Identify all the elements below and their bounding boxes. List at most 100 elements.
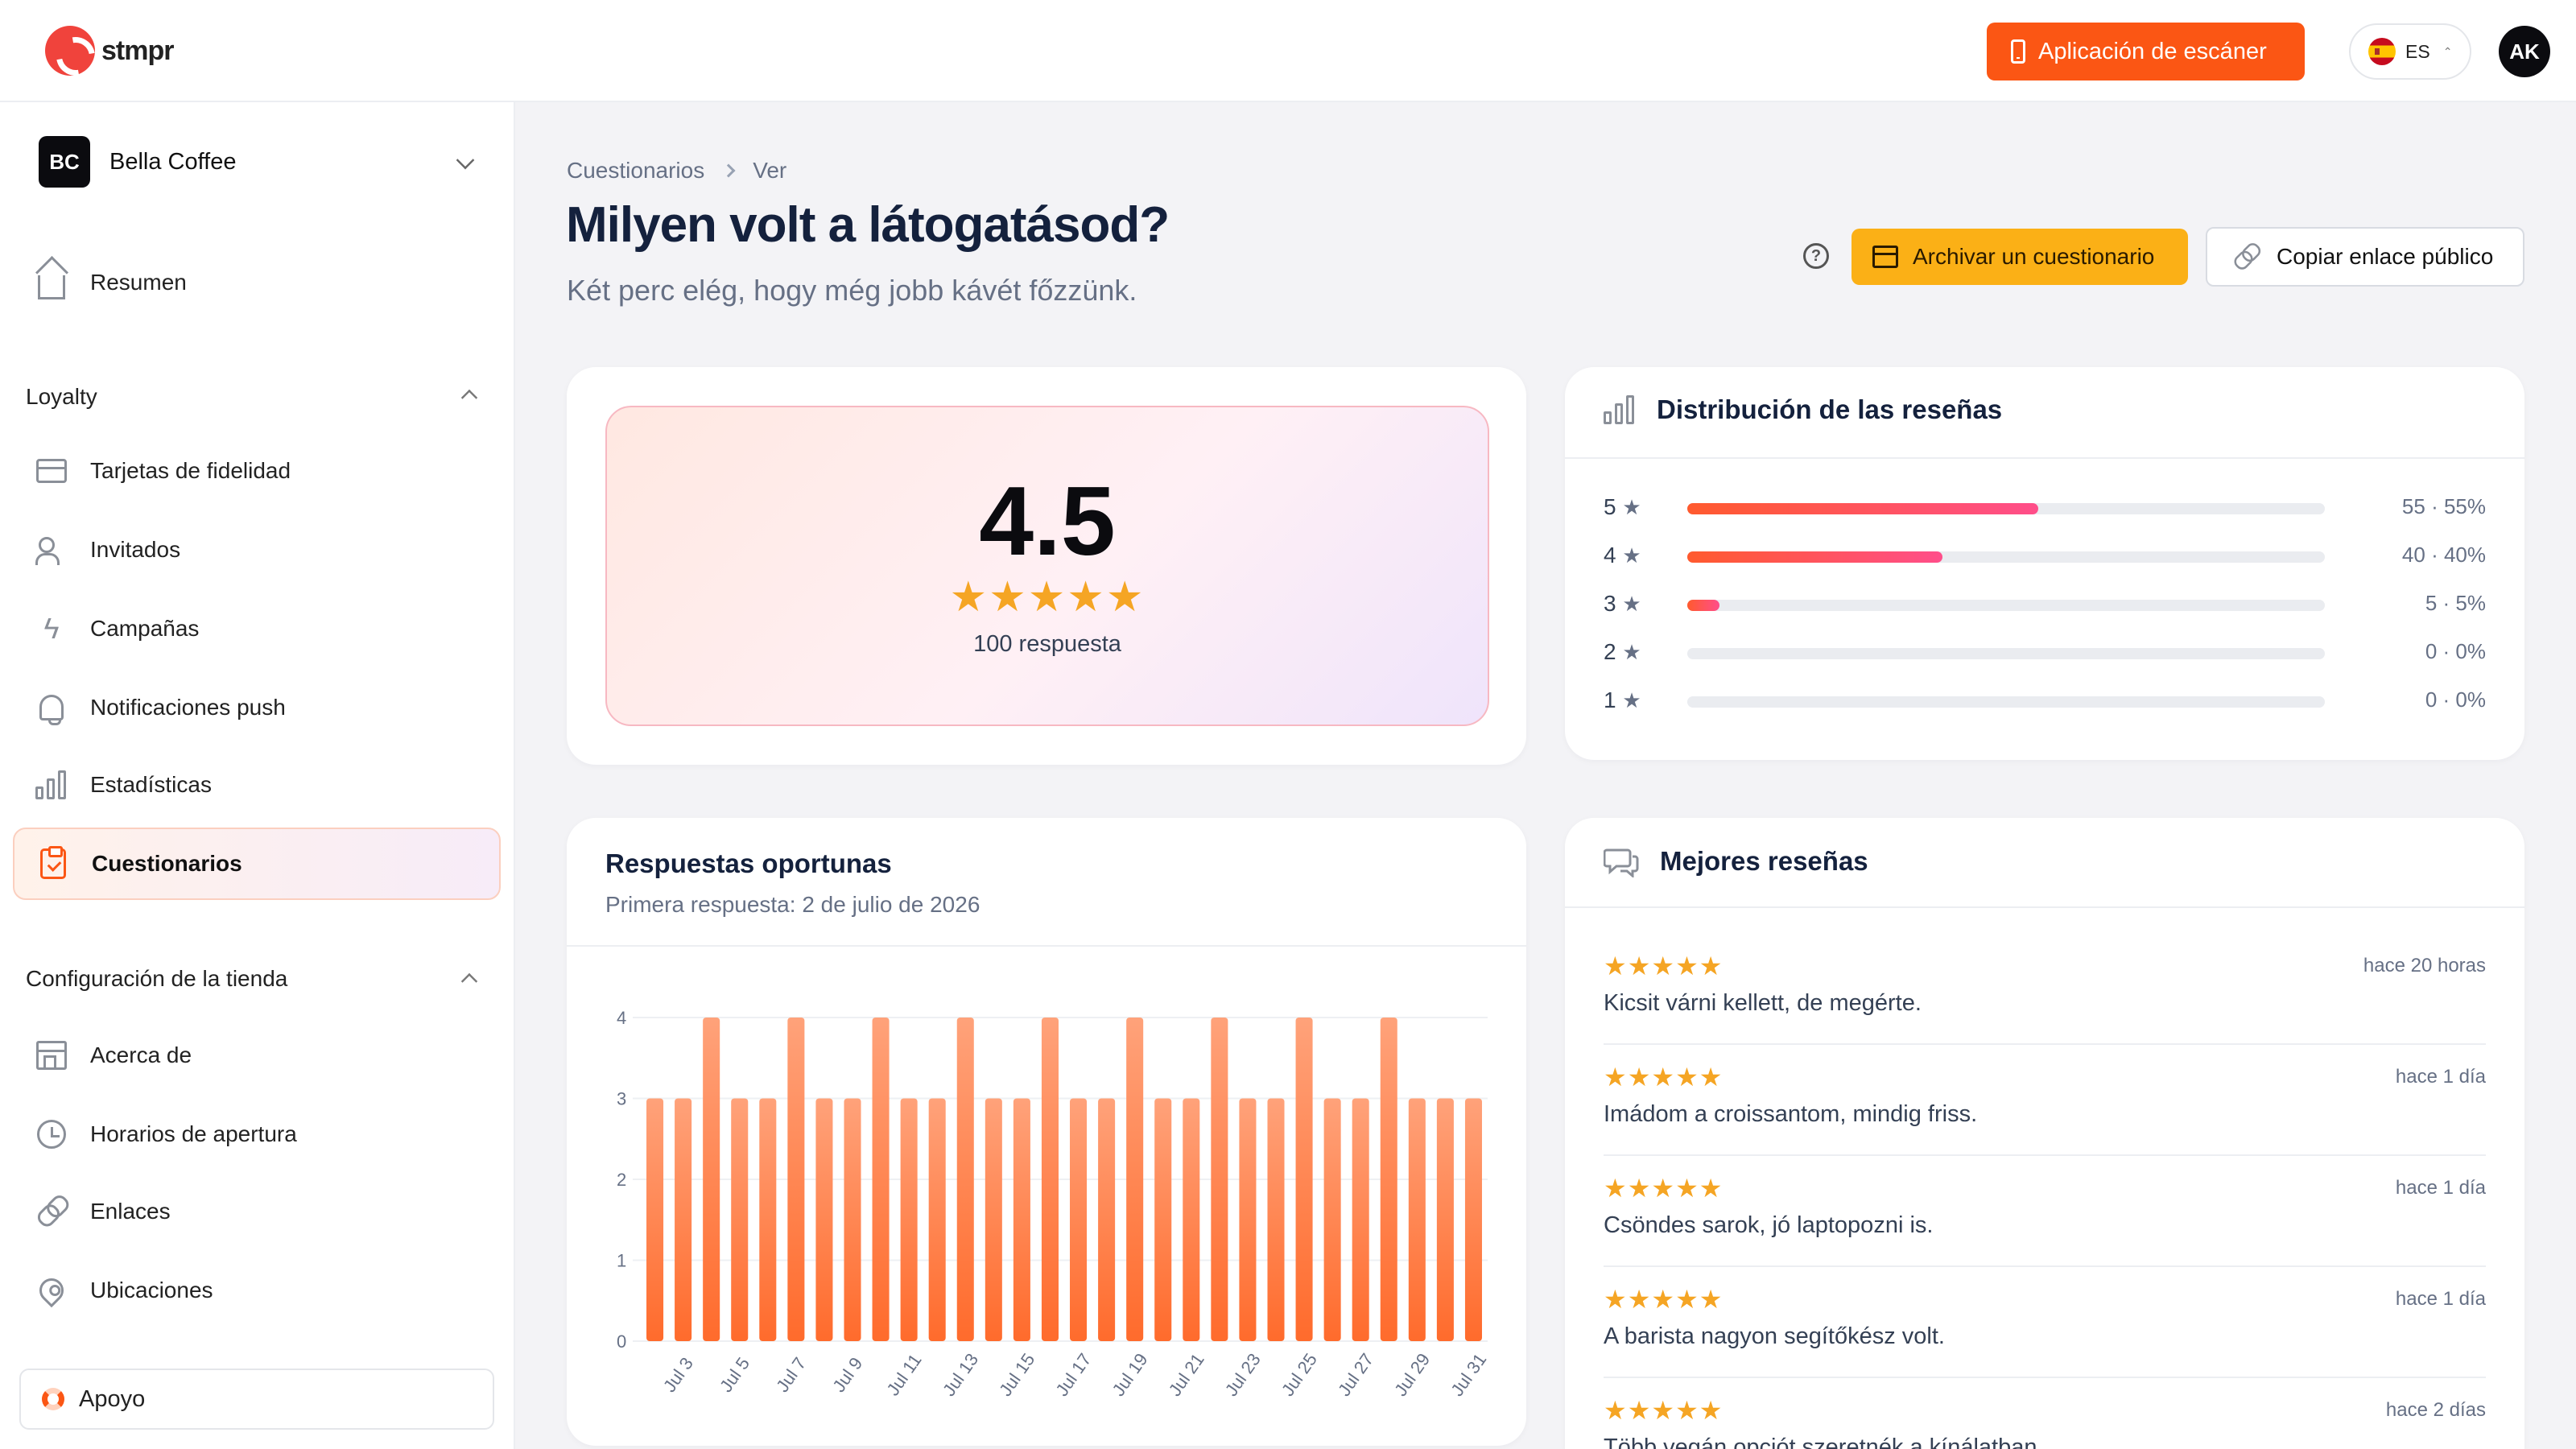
- response-count: 100 respuesta: [973, 631, 1121, 657]
- x-tick-label: Jul 31: [1447, 1349, 1490, 1399]
- distribution-value: 0 · 0%: [2425, 687, 2486, 712]
- user-avatar[interactable]: AK: [2499, 26, 2550, 77]
- chart-bar[interactable]: [1267, 1098, 1285, 1342]
- chart-bar[interactable]: [1183, 1098, 1200, 1342]
- chart-bar[interactable]: [1154, 1098, 1172, 1342]
- sidebar-item-campaigns[interactable]: ϟ Campañas: [13, 592, 501, 665]
- breadcrumb-current: Ver: [753, 158, 787, 183]
- sidebar-item-label: Resumen: [90, 270, 187, 295]
- sidebar-item-loyalty-cards[interactable]: Tarjetas de fidelidad: [13, 435, 501, 507]
- language-code: ES: [2405, 40, 2430, 62]
- review-text: A barista nagyon segítőkész volt.: [1604, 1323, 1945, 1349]
- chart-bar[interactable]: [900, 1098, 918, 1342]
- store-switcher[interactable]: BC Bella Coffee: [39, 134, 475, 189]
- archive-icon: [1872, 246, 1898, 268]
- chart-bar[interactable]: [1436, 1098, 1454, 1342]
- archive-questionnaire-button[interactable]: Archivar un cuestionario: [1852, 229, 2188, 285]
- distribution-bar-fill: [1687, 600, 1719, 611]
- x-tick-label: Jul 17: [1051, 1349, 1095, 1399]
- lifebuoy-icon: [42, 1388, 64, 1410]
- store-icon: [34, 1038, 69, 1073]
- sidebar-item-questionnaires[interactable]: Cuestionarios: [13, 828, 501, 900]
- review-stars-icon: ★★★★★: [1604, 1285, 1724, 1314]
- review-stars-icon: ★★★★★: [1604, 1396, 1724, 1425]
- chart-bar[interactable]: [1239, 1098, 1257, 1342]
- sidebar-item-links[interactable]: Enlaces: [13, 1175, 501, 1248]
- sidebar-item-overview[interactable]: Resumen: [13, 246, 501, 319]
- chevron-up-icon[interactable]: [460, 389, 478, 407]
- chart-bar[interactable]: [703, 1018, 720, 1341]
- scanner-app-button[interactable]: Aplicación de escáner: [1987, 23, 2305, 80]
- sidebar-item-label: Notificaciones push: [90, 695, 286, 720]
- page-title: Milyen volt a látogatásod?: [566, 197, 1170, 253]
- review-text: Csöndes sarok, jó laptopozni is.: [1604, 1212, 1934, 1238]
- chart-bar[interactable]: [815, 1098, 833, 1342]
- chart-bar[interactable]: [1098, 1098, 1116, 1342]
- chart-bar[interactable]: [1464, 1098, 1482, 1342]
- bar-chart-icon: [34, 767, 69, 803]
- link-icon: [34, 1194, 69, 1229]
- support-button[interactable]: Apoyo: [19, 1368, 494, 1430]
- sidebar-item-label: Cuestionarios: [92, 851, 242, 876]
- chart-bar[interactable]: [1380, 1018, 1397, 1341]
- section-store-settings[interactable]: Configuración de la tienda: [26, 966, 288, 991]
- section-loyalty[interactable]: Loyalty: [26, 384, 97, 409]
- chart-bar[interactable]: [646, 1098, 664, 1342]
- divider: [567, 945, 1526, 947]
- copy-public-link-button[interactable]: Copiar enlace público: [2206, 227, 2524, 287]
- distribution-bar-track: [1687, 551, 2325, 563]
- brand-logo[interactable]: stmpr: [45, 26, 174, 76]
- chart-bar[interactable]: [1211, 1018, 1228, 1341]
- chart-bar[interactable]: [675, 1098, 692, 1342]
- y-tick-label: 2: [617, 1170, 626, 1190]
- distribution-bar-fill: [1687, 551, 1942, 563]
- chart-bar[interactable]: [1408, 1098, 1426, 1342]
- link-icon: [2230, 241, 2262, 273]
- chart-bar[interactable]: [1352, 1098, 1369, 1342]
- chevron-down-icon: [456, 151, 475, 170]
- star-icon: ★: [1622, 543, 1641, 568]
- sidebar-item-about[interactable]: Acerca de: [13, 1019, 501, 1092]
- sidebar-item-guests[interactable]: Invitados: [13, 514, 501, 586]
- chevron-up-icon[interactable]: [460, 972, 478, 990]
- x-tick-label: Jul 13: [939, 1349, 982, 1399]
- sidebar-item-label: Horarios de apertura: [90, 1121, 297, 1146]
- review-item: ★★★★★ hace 1 día Imádom a croissantom, min…: [1604, 1045, 2486, 1156]
- chart-bar[interactable]: [985, 1098, 1002, 1342]
- chart-bar[interactable]: [759, 1098, 777, 1342]
- chart-bar[interactable]: [1013, 1098, 1030, 1342]
- chart-bar[interactable]: [872, 1018, 890, 1341]
- chart-bar[interactable]: [787, 1018, 805, 1341]
- chart-bar[interactable]: [1323, 1098, 1341, 1342]
- responses-chart-title: Respuestas oportunas: [605, 848, 892, 878]
- sidebar-item-locations[interactable]: Ubicaciones: [13, 1254, 501, 1327]
- chart-bar[interactable]: [844, 1098, 861, 1342]
- distribution-value: 0 · 0%: [2425, 639, 2486, 663]
- sidebar-item-statistics[interactable]: Estadísticas: [13, 749, 501, 821]
- y-tick-label: 3: [617, 1089, 626, 1109]
- sidebar-item-label: Invitados: [90, 537, 181, 562]
- y-tick-label: 4: [617, 1008, 626, 1028]
- help-icon[interactable]: ?: [1803, 243, 1829, 269]
- sidebar-item-push-notifications[interactable]: Notificaciones push: [13, 671, 501, 744]
- chart-bar[interactable]: [1070, 1098, 1088, 1342]
- divider: [1565, 457, 2524, 459]
- chart-bar[interactable]: [956, 1018, 974, 1341]
- chart-bar[interactable]: [731, 1098, 749, 1342]
- review-distribution-card: Distribución de las reseñas 5 ★ 55 · 55% 4…: [1565, 367, 2524, 760]
- sidebar-item-opening-hours[interactable]: Horarios de apertura: [13, 1098, 501, 1170]
- page-subtitle: Két perc elég, hogy még jobb kávét főzzü…: [567, 274, 1137, 307]
- chart-bar[interactable]: [928, 1098, 946, 1342]
- scanner-app-label: Aplicación de escáner: [2038, 38, 2267, 64]
- chart-bar[interactable]: [1295, 1018, 1313, 1341]
- breadcrumb-parent[interactable]: Cuestionarios: [567, 158, 705, 183]
- chart-bar[interactable]: [1126, 1018, 1144, 1341]
- language-selector[interactable]: ES ⌃: [2349, 23, 2471, 80]
- x-tick-label: Jul 9: [828, 1353, 866, 1395]
- chart-bar[interactable]: [1041, 1018, 1059, 1341]
- x-tick-label: Jul 5: [716, 1353, 753, 1395]
- distribution-bar-fill: [1687, 503, 2038, 514]
- x-tick-label: Jul 15: [995, 1349, 1038, 1399]
- top-reviews-header: Mejores reseñas: [1604, 845, 1868, 877]
- review-time: hace 1 día: [2395, 1288, 2486, 1310]
